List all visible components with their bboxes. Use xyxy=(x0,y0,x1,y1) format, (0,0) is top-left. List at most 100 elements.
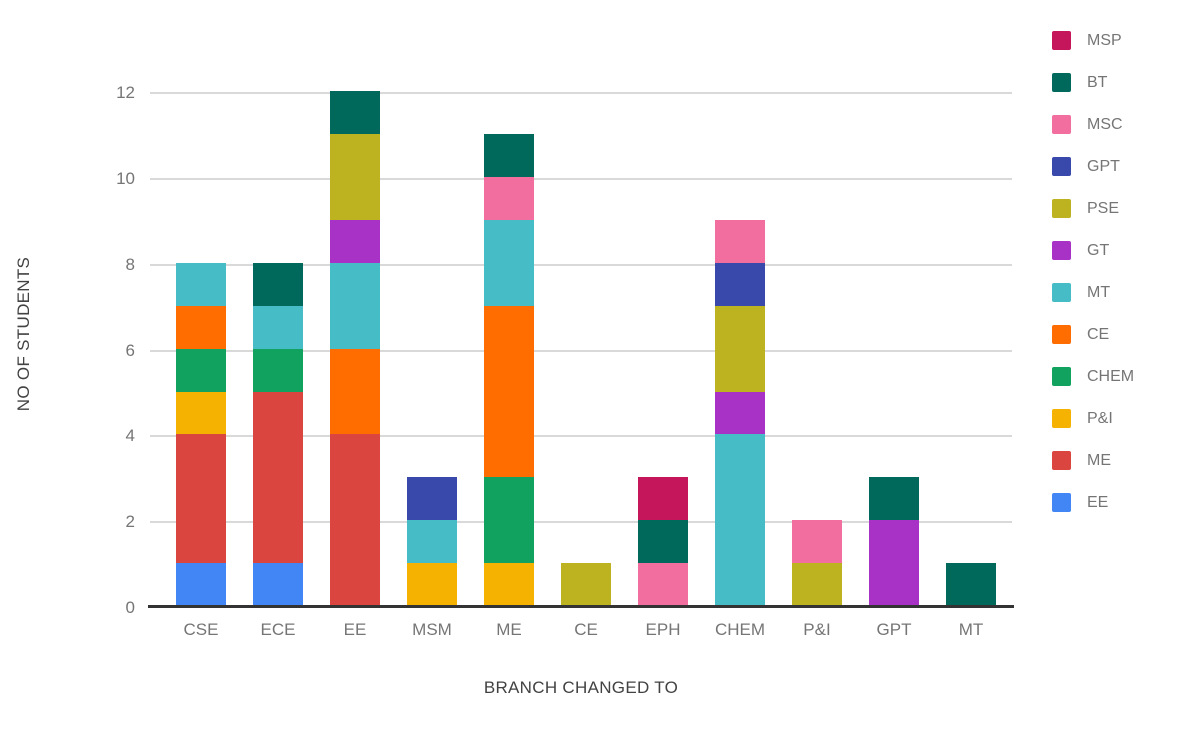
legend-swatch-icon xyxy=(1052,325,1071,344)
legend-item-ME: ME xyxy=(1052,451,1134,470)
bar-segment-EPH-MSP xyxy=(638,477,688,521)
legend-swatch-icon xyxy=(1052,157,1071,176)
bar-segment-CSE-ME xyxy=(176,434,226,564)
x-tick-label-P&I: P&I xyxy=(803,620,831,639)
bar-GPT xyxy=(869,477,919,606)
x-tick-label-CE: CE xyxy=(574,620,598,639)
legend-swatch-icon xyxy=(1052,241,1071,260)
bar-segment-CHEM-PSE xyxy=(715,305,765,392)
x-axis-tick-labels: CSE ECE EE MSM ME CE EPH CHEM P&I GPT MT xyxy=(150,620,1012,646)
legend-label: GPT xyxy=(1087,157,1120,175)
bar-segment-CHEM-GT xyxy=(715,391,765,435)
legend-item-P&I: P&I xyxy=(1052,409,1134,428)
plot-area xyxy=(148,60,1014,608)
bar-CE xyxy=(561,563,611,606)
legend-item-MSP: MSP xyxy=(1052,31,1134,50)
legend-swatch-icon xyxy=(1052,283,1071,302)
bar-segment-ECE-ME xyxy=(253,391,303,564)
legend-label: MSP xyxy=(1087,31,1122,49)
bar-segment-ECE-CHEM xyxy=(253,348,303,392)
legend-label: MSC xyxy=(1087,115,1123,133)
legend-swatch-icon xyxy=(1052,451,1071,470)
y-tick-label: 4 xyxy=(125,426,135,446)
x-axis-title: BRANCH CHANGED TO xyxy=(483,678,679,697)
legend-item-CHEM: CHEM xyxy=(1052,367,1134,386)
bar-segment-GPT-GT xyxy=(869,520,919,606)
bar-segment-CSE-P&I xyxy=(176,391,226,435)
x-axis-baseline xyxy=(148,605,1014,608)
bar-segment-CHEM-GPT xyxy=(715,262,765,306)
legend-label: MT xyxy=(1087,283,1111,301)
legend-label: CE xyxy=(1087,325,1110,343)
gridline xyxy=(150,521,1012,524)
legend-item-CE: CE xyxy=(1052,325,1134,344)
legend-item-BT: BT xyxy=(1052,73,1134,92)
bar-segment-EE-CE xyxy=(330,348,380,435)
x-tick-label-EE: EE xyxy=(343,620,367,639)
x-tick-label-ME: ME xyxy=(496,620,522,639)
gridline xyxy=(150,263,1012,266)
bar-segment-P&I-PSE xyxy=(792,563,842,606)
bar-MT xyxy=(946,563,996,606)
bar-segment-MSM-P&I xyxy=(407,563,457,606)
y-tick-label: 10 xyxy=(116,169,135,188)
legend-item-PSE: PSE xyxy=(1052,199,1134,218)
x-tick-label-CHEM: CHEM xyxy=(714,620,766,639)
bar-CHEM xyxy=(715,219,765,606)
bar-segment-MSM-MT xyxy=(407,520,457,564)
bar-CSE xyxy=(176,262,226,606)
x-tick-label-MT: MT xyxy=(958,620,984,639)
bar-segment-MT-BT xyxy=(946,563,996,606)
bar-P&I xyxy=(792,520,842,606)
legend-swatch-icon xyxy=(1052,367,1071,386)
bar-segment-CHEM-MSC xyxy=(715,219,765,263)
bar-segment-CE-PSE xyxy=(561,563,611,606)
bar-ECE xyxy=(253,262,303,606)
y-tick-label: 8 xyxy=(125,254,135,274)
legend-swatch-icon xyxy=(1052,31,1071,50)
gridline xyxy=(150,349,1012,352)
bar-segment-EPH-BT xyxy=(638,520,688,564)
bar-segment-MSM-GPT xyxy=(407,477,457,521)
bar-segment-EE-MT xyxy=(330,262,380,349)
bar-EPH xyxy=(638,477,688,606)
bar-segment-CSE-CHEM xyxy=(176,348,226,392)
legend-swatch-icon xyxy=(1052,493,1071,512)
y-axis-title: NO OF STUDENTS xyxy=(14,256,33,412)
legend-label: PSE xyxy=(1087,199,1120,217)
y-tick-label: 0 xyxy=(125,598,135,617)
legend-item-GT: GT xyxy=(1052,241,1134,260)
bar-segment-EE-GT xyxy=(330,219,380,263)
bar-segment-ECE-EE xyxy=(253,563,303,606)
bar-segment-CSE-MT xyxy=(176,262,226,306)
legend-item-MT: MT xyxy=(1052,283,1134,302)
y-tick-label: 6 xyxy=(125,340,135,360)
bar-MSM xyxy=(407,477,457,606)
x-tick-label-CSE: CSE xyxy=(183,620,219,639)
gridline xyxy=(150,435,1012,438)
x-tick-label-MSM: MSM xyxy=(412,620,452,639)
legend-item-GPT: GPT xyxy=(1052,157,1134,176)
bar-segment-GPT-BT xyxy=(869,477,919,521)
legend-label: BT xyxy=(1087,73,1108,91)
bar-EE xyxy=(330,91,380,606)
legend-item-EE: EE xyxy=(1052,493,1134,512)
bar-segment-CSE-EE xyxy=(176,563,226,606)
gridline xyxy=(150,92,1012,95)
bar-segment-EE-BT xyxy=(330,91,380,135)
legend-swatch-icon xyxy=(1052,409,1071,428)
gridline xyxy=(150,178,1012,180)
bar-segment-CSE-CE xyxy=(176,305,226,349)
bar-segment-ECE-BT xyxy=(253,262,303,306)
bar-segment-CHEM-MT xyxy=(715,434,765,606)
legend-label: ME xyxy=(1087,451,1111,469)
legend-label: P&I xyxy=(1087,409,1113,427)
x-tick-label-ECE: ECE xyxy=(260,620,296,639)
legend-swatch-icon xyxy=(1052,199,1071,218)
bar-segment-EPH-MSC xyxy=(638,563,688,606)
legend-item-MSC: MSC xyxy=(1052,115,1134,134)
bar-segment-P&I-MSC xyxy=(792,520,842,564)
bar-segment-ME-P&I xyxy=(484,563,534,606)
x-tick-label-GPT: GPT xyxy=(876,620,912,639)
